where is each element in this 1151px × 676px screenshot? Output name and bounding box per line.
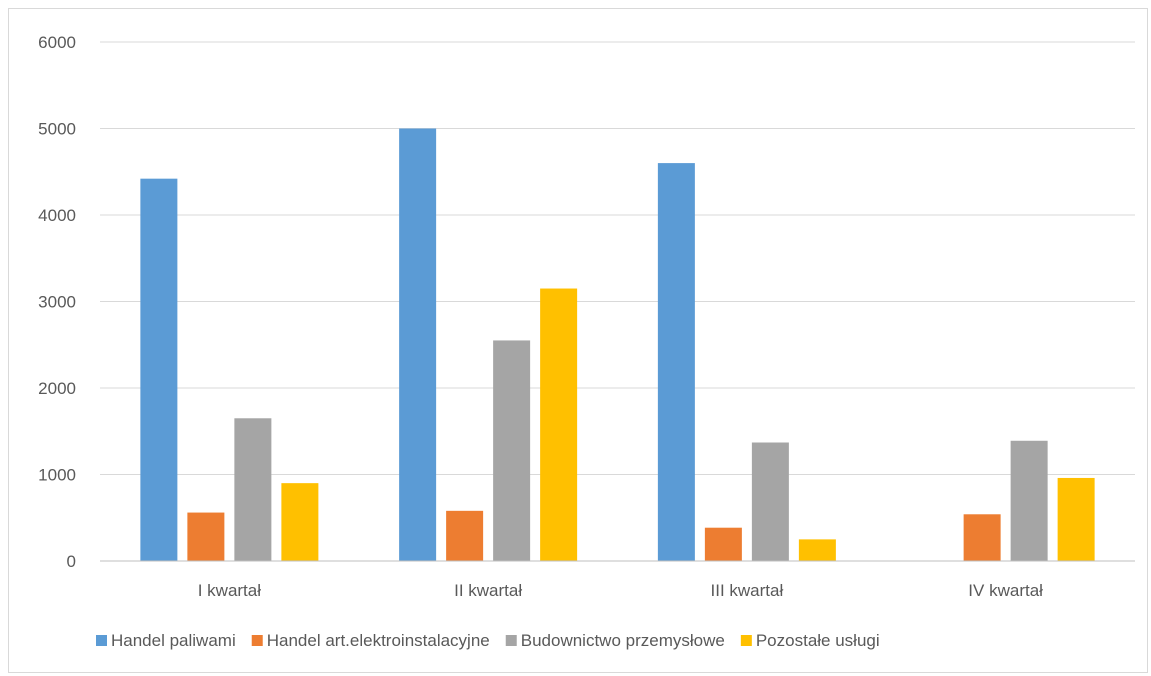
bar-2-3 <box>798 539 836 561</box>
y-tick-label: 3000 <box>38 293 76 312</box>
legend-swatch <box>251 635 263 646</box>
y-tick-label: 2000 <box>38 379 76 398</box>
legend-swatch <box>505 635 517 646</box>
y-tick-label: 5000 <box>38 120 76 139</box>
legend-label: Pozostałe usługi <box>756 631 880 650</box>
bar-0-2 <box>234 418 272 561</box>
x-category-label: IV kwartał <box>968 581 1043 600</box>
bar-3-2 <box>1010 440 1048 561</box>
gridlines <box>100 41 1135 475</box>
bar-0-0 <box>140 178 178 562</box>
bar-1-0 <box>399 128 437 561</box>
bar-1-1 <box>446 510 484 561</box>
legend-label: Handel paliwami <box>111 631 236 650</box>
legend-label: Handel art.elektroinstalacyjne <box>267 631 490 650</box>
bar-1-3 <box>540 288 578 561</box>
legend-label: Budownictwo przemysłowe <box>521 631 725 650</box>
bar-1-2 <box>493 340 531 561</box>
x-category-label: III kwartał <box>711 581 784 600</box>
x-category-label: I kwartał <box>198 581 262 600</box>
legend-swatch <box>96 635 107 646</box>
bars <box>140 128 1095 562</box>
bar-0-3 <box>281 483 319 561</box>
y-tick-label: 0 <box>67 552 76 571</box>
y-tick-label: 1000 <box>38 466 76 485</box>
y-tick-label: 6000 <box>38 33 76 52</box>
x-category-label: II kwartał <box>454 581 522 600</box>
x-axis-categories: I kwartał II kwartał III kwartał IV kwartał <box>198 581 1043 600</box>
y-axis-ticks: 0 1000 2000 3000 4000 5000 6000 <box>38 33 76 571</box>
bar-3-3 <box>1057 477 1095 561</box>
bar-3-1 <box>963 514 1001 561</box>
bar-0-1 <box>187 512 225 561</box>
legend-swatch <box>740 635 752 646</box>
legend: Handel paliwami Handel art.elektroinstala… <box>96 631 880 650</box>
bar-2-2 <box>751 442 789 561</box>
chart-frame <box>8 8 1148 673</box>
bar-2-0 <box>657 163 695 561</box>
bar-2-1 <box>704 527 742 561</box>
y-tick-label: 4000 <box>38 206 76 225</box>
